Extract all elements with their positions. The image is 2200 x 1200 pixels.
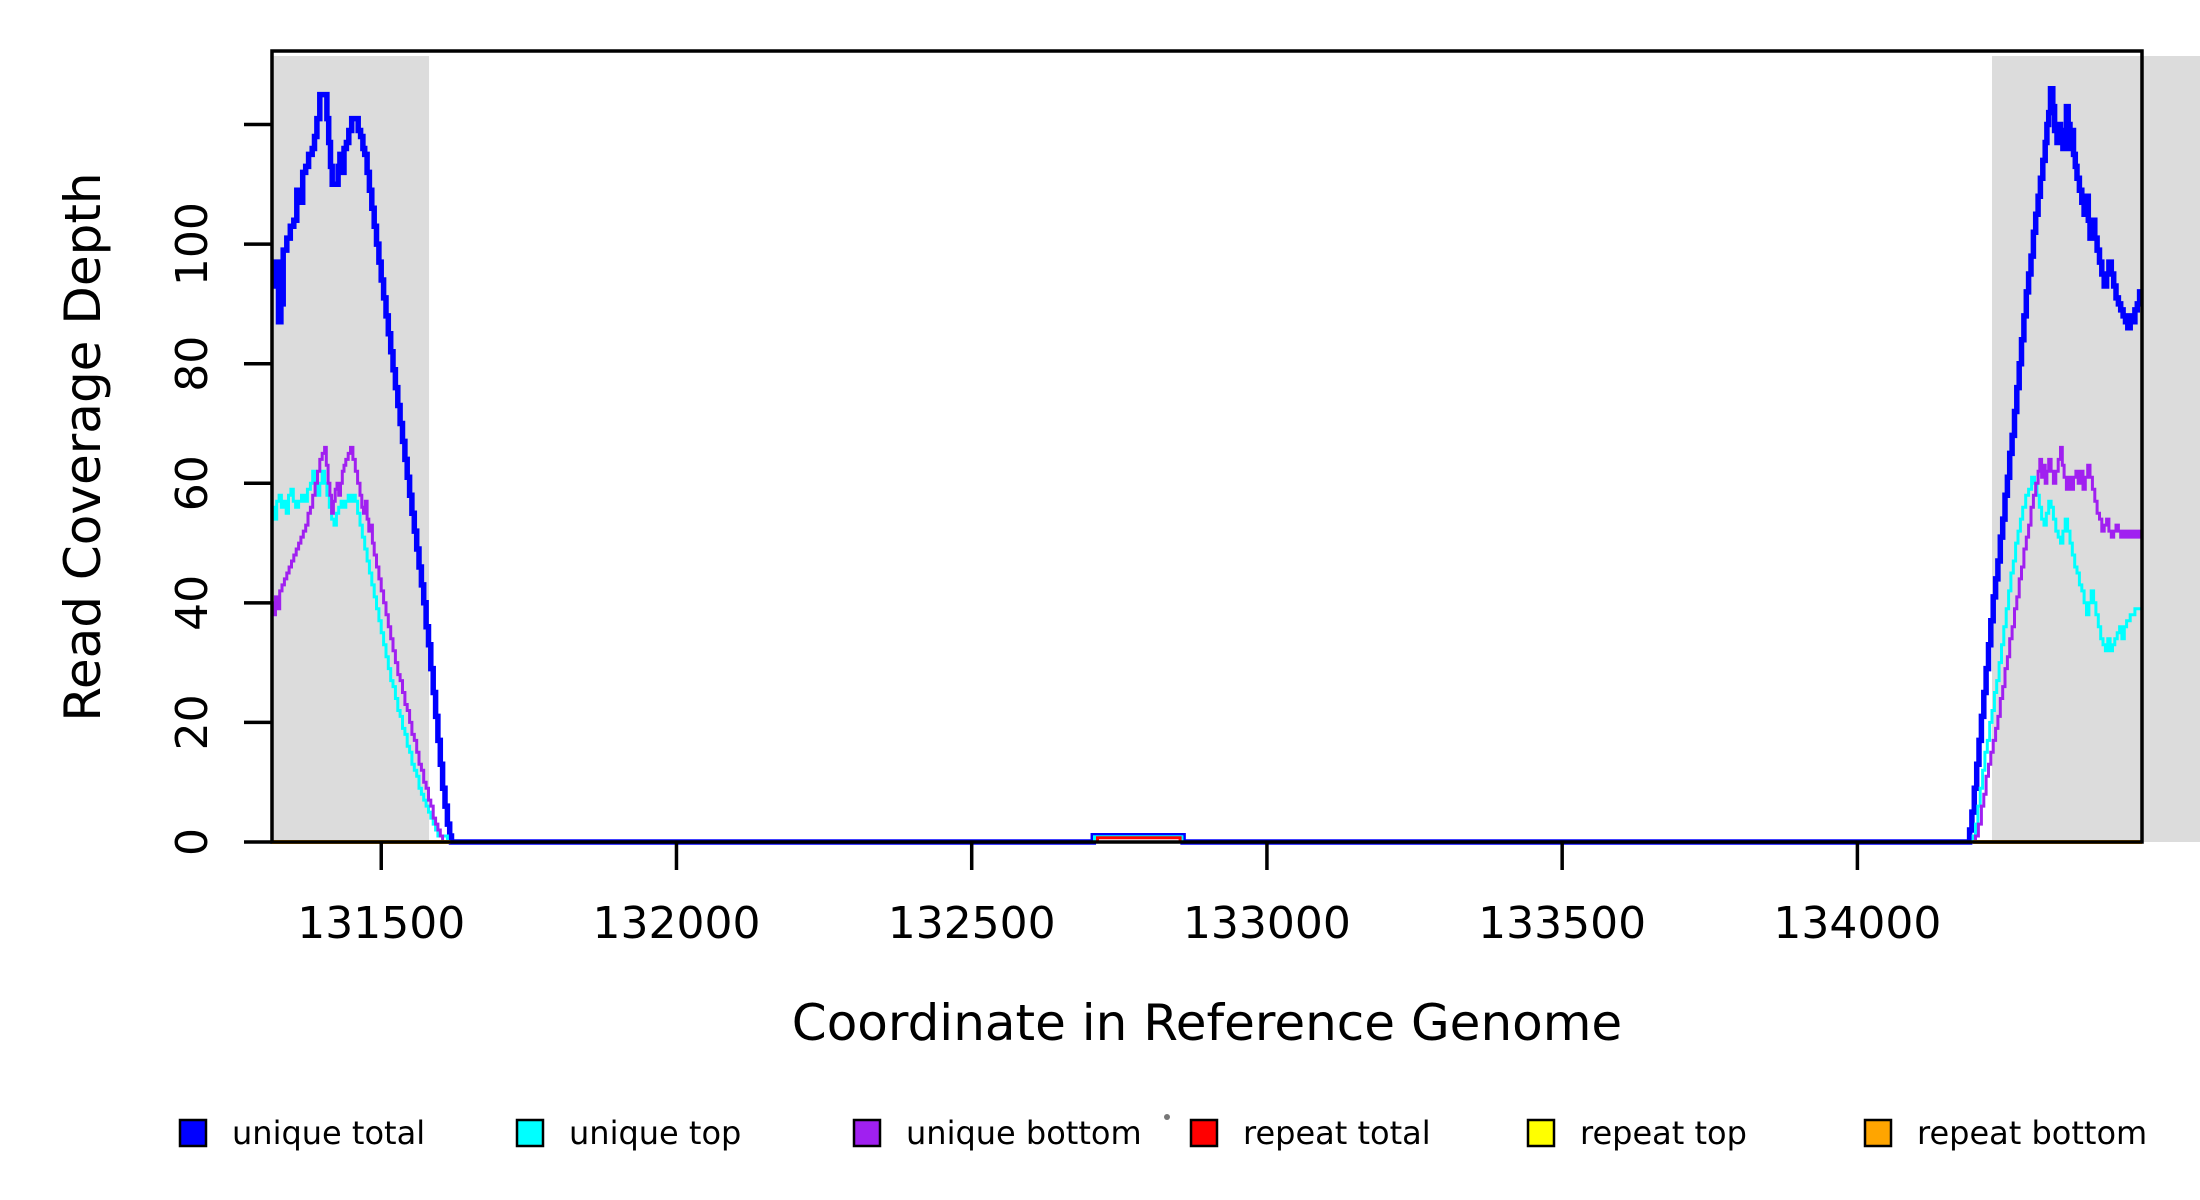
- legend-swatch-repeat-bottom: [1863, 1118, 1893, 1148]
- series-line-unique-total: [272, 85, 2143, 845]
- legend-item-unique-total: unique total: [178, 1114, 425, 1152]
- plot-box: [270, 49, 2144, 844]
- y-tick-label-20: 20: [167, 694, 218, 750]
- x-tick-label-132000: 132000: [592, 898, 760, 949]
- legend: unique total unique top unique bottom repea…: [178, 1114, 2147, 1152]
- legend-swatch-repeat-total: [1189, 1118, 1219, 1148]
- legend-swatch-unique-bottom: [852, 1118, 882, 1148]
- coverage-series-lines: [272, 85, 2143, 845]
- tick-labels: 131500 132000 132500 133000 133500 134000 0 20 4…: [167, 202, 1941, 949]
- legend-label-unique-top: unique top: [569, 1114, 741, 1152]
- y-tick-label-40: 40: [167, 575, 218, 631]
- y-axis-title: Read Coverage Depth: [54, 172, 112, 721]
- legend-label-repeat-bottom: repeat bottom: [1917, 1114, 2147, 1152]
- y-tick-label-100: 100: [167, 202, 218, 286]
- y-tick-label-0: 0: [167, 828, 218, 856]
- legend-label-unique-bottom: unique bottom: [906, 1114, 1142, 1152]
- x-tick-label-133000: 133000: [1183, 898, 1351, 949]
- y-tick-label-60: 60: [167, 455, 218, 511]
- stray-dot-mark: [1164, 1114, 1170, 1120]
- legend-item-repeat-bottom: repeat bottom: [1863, 1114, 2147, 1152]
- x-tick-label-133500: 133500: [1478, 898, 1646, 949]
- y-tick-label-80: 80: [167, 336, 218, 392]
- x-tick-label-132500: 132500: [888, 898, 1056, 949]
- x-axis-title: Coordinate in Reference Genome: [792, 994, 1622, 1052]
- legend-item-unique-bottom: unique bottom: [852, 1114, 1142, 1152]
- annotations: [1164, 1114, 1170, 1120]
- legend-item-repeat-total: repeat total: [1189, 1114, 1431, 1152]
- legend-item-unique-top: unique top: [515, 1114, 741, 1152]
- right-repeat-region: [1992, 56, 2200, 842]
- axes: [244, 49, 2144, 870]
- legend-swatch-repeat-top: [1526, 1118, 1556, 1148]
- legend-label-unique-total: unique total: [232, 1114, 425, 1152]
- legend-item-repeat-top: repeat top: [1526, 1114, 1747, 1152]
- x-tick-label-131500: 131500: [297, 898, 465, 949]
- repeat-region-bands: [272, 56, 2200, 842]
- x-tick-label-134000: 134000: [1773, 898, 1941, 949]
- legend-label-repeat-top: repeat top: [1580, 1114, 1747, 1152]
- legend-swatch-unique-total: [178, 1118, 208, 1148]
- series-line-unique-top: [272, 469, 2142, 844]
- legend-label-repeat-total: repeat total: [1243, 1114, 1431, 1152]
- legend-swatch-unique-top: [515, 1118, 545, 1148]
- series-line-unique-bottom: [272, 445, 2142, 844]
